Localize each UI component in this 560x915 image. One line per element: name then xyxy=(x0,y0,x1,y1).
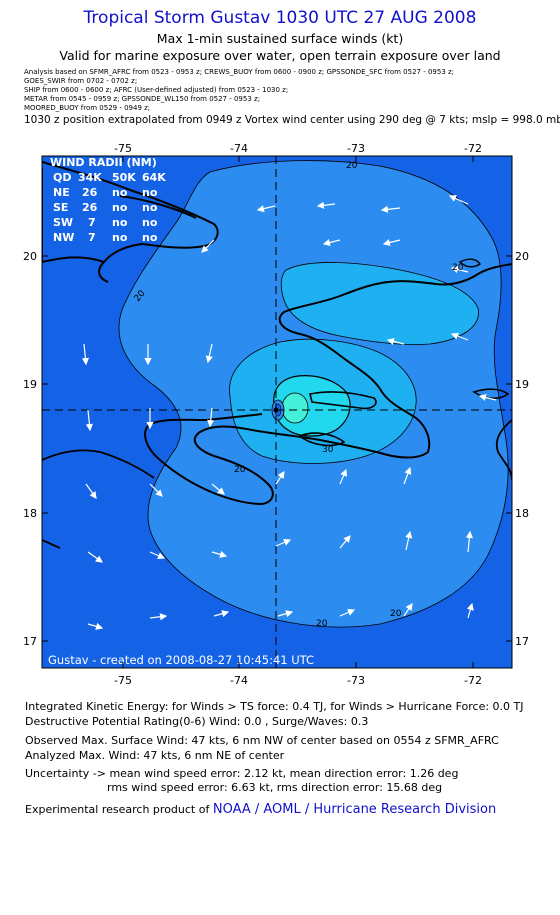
wind-radii-cell: no xyxy=(112,216,128,229)
dpr-text: Destructive Potential Rating(0-6) Wind: … xyxy=(25,715,369,728)
storm-center-marker xyxy=(273,407,279,413)
wind-radii-cell: no xyxy=(142,186,158,199)
lon-tick-bottom: -73 xyxy=(347,674,365,687)
land-turks xyxy=(458,258,481,268)
land-east-island xyxy=(495,419,512,481)
contour-label: 20 xyxy=(316,619,328,629)
subtitle-validity: Valid for marine exposure over water, op… xyxy=(59,48,501,63)
wind-radii-cell: no xyxy=(112,231,128,244)
land-gonave xyxy=(298,432,346,447)
land-south-shore xyxy=(42,449,155,549)
lon-tick-top: -72 xyxy=(464,142,482,155)
wind-radii-cell: NE xyxy=(53,186,70,199)
land-cuba-east xyxy=(98,195,197,283)
wind-radii-cell: no xyxy=(142,216,158,229)
lon-tick-bottom: -75 xyxy=(114,674,132,687)
observed-max-wind: Observed Max. Surface Wind: 47 kts, 6 nm… xyxy=(25,734,499,747)
map-frame xyxy=(41,155,513,669)
subtitle-winds: Max 1-min sustained surface winds (kt) xyxy=(156,31,404,46)
lon-tick-top: -74 xyxy=(230,142,248,155)
contour-label: 20 xyxy=(452,263,464,273)
wind-radii-cell: SE xyxy=(53,201,68,214)
created-label: Gustav - created on 2008-08-27 10:45:41 … xyxy=(48,653,314,667)
land-hispaniola-coast xyxy=(309,391,377,410)
analysis-line: SHIP from 0600 - 0600 z; AFRC (User-defi… xyxy=(24,86,289,94)
analysis-line: Analysis based on SFMR_AFRC from 0523 - … xyxy=(24,68,455,76)
contour-label: 30 xyxy=(322,445,334,455)
position-note: 1030 z position extrapolated from 0949 z… xyxy=(24,114,560,126)
credit-link[interactable]: NOAA / AOML / Hurricane Research Divisio… xyxy=(212,802,497,817)
contour-label: 20 xyxy=(390,609,402,619)
analysis-line: GOES_SWIR from 0702 - 0702 z; xyxy=(24,77,138,85)
ike-text: Integrated Kinetic Energy: for Winds > T… xyxy=(25,700,524,713)
contour-label: 20 xyxy=(234,465,246,475)
lat-tick-left: 20 xyxy=(23,250,37,263)
wind-vectors xyxy=(81,195,497,630)
wind-radii-cell: 26 xyxy=(82,186,98,199)
wind-radii-title: WIND RADII (NM) xyxy=(50,156,157,169)
wind-radii-cell: no xyxy=(112,201,128,214)
page-title: Tropical Storm Gustav 1030 UTC 27 AUG 20… xyxy=(83,8,477,28)
wind-radii-header: 34K xyxy=(78,171,102,184)
uncertainty-mean: Uncertainty -> mean wind speed error: 2.… xyxy=(25,767,459,780)
land-hispaniola xyxy=(144,263,512,506)
wind-radii-cell: no xyxy=(142,231,158,244)
axis-ticks xyxy=(42,156,512,668)
wind-radii-cell: SW xyxy=(53,216,73,229)
uncertainty-rms: rms wind speed error: 6.63 kt, rms direc… xyxy=(107,781,443,794)
wind-radii-table: WIND RADII (NM) QD 34K 50K 64K NE 26 no … xyxy=(50,156,166,244)
wind-radii-cell: 7 xyxy=(88,216,96,229)
credit-line: Experimental research product of NOAA / … xyxy=(25,802,496,817)
lat-tick-left: 18 xyxy=(23,507,37,520)
wind-radii-cell: no xyxy=(112,186,128,199)
wind-radii-cell: NW xyxy=(53,231,74,244)
lat-tick-right: 20 xyxy=(515,250,529,263)
lat-tick-left: 19 xyxy=(23,378,37,391)
lon-tick-top: -73 xyxy=(347,142,365,155)
lat-tick-right: 19 xyxy=(515,378,529,391)
wind-band-45kt xyxy=(281,392,309,424)
analyzed-max-wind: Analyzed Max. Wind: 47 kts, 6 nm NE of c… xyxy=(25,749,285,762)
wind-radii-header: 50K xyxy=(112,171,136,184)
analysis-line: MOORED_BUOY from 0529 - 0949 z; xyxy=(24,104,151,112)
wind-radii-header: QD xyxy=(53,171,71,184)
wind-radii-header: 64K xyxy=(142,171,166,184)
lon-tick-bottom: -74 xyxy=(230,674,248,687)
analysis-line: METAR from 0545 - 0959 z; GPSSONDE_WL150… xyxy=(24,95,261,103)
lat-tick-right: 17 xyxy=(515,635,529,648)
lon-tick-bottom: -72 xyxy=(464,674,482,687)
contour-label: 20 xyxy=(346,161,358,171)
wind-radii-cell: 7 xyxy=(88,231,96,244)
lon-tick-top: -75 xyxy=(114,142,132,155)
lat-tick-right: 18 xyxy=(515,507,529,520)
wind-map: -75 -74 -73 -72 -75 -74 -73 -72 20 19 18… xyxy=(23,142,529,687)
credit-prefix: Experimental research product of xyxy=(25,803,213,816)
lat-tick-left: 17 xyxy=(23,635,37,648)
wind-radii-cell: no xyxy=(142,201,158,214)
wind-radii-cell: 26 xyxy=(82,201,98,214)
